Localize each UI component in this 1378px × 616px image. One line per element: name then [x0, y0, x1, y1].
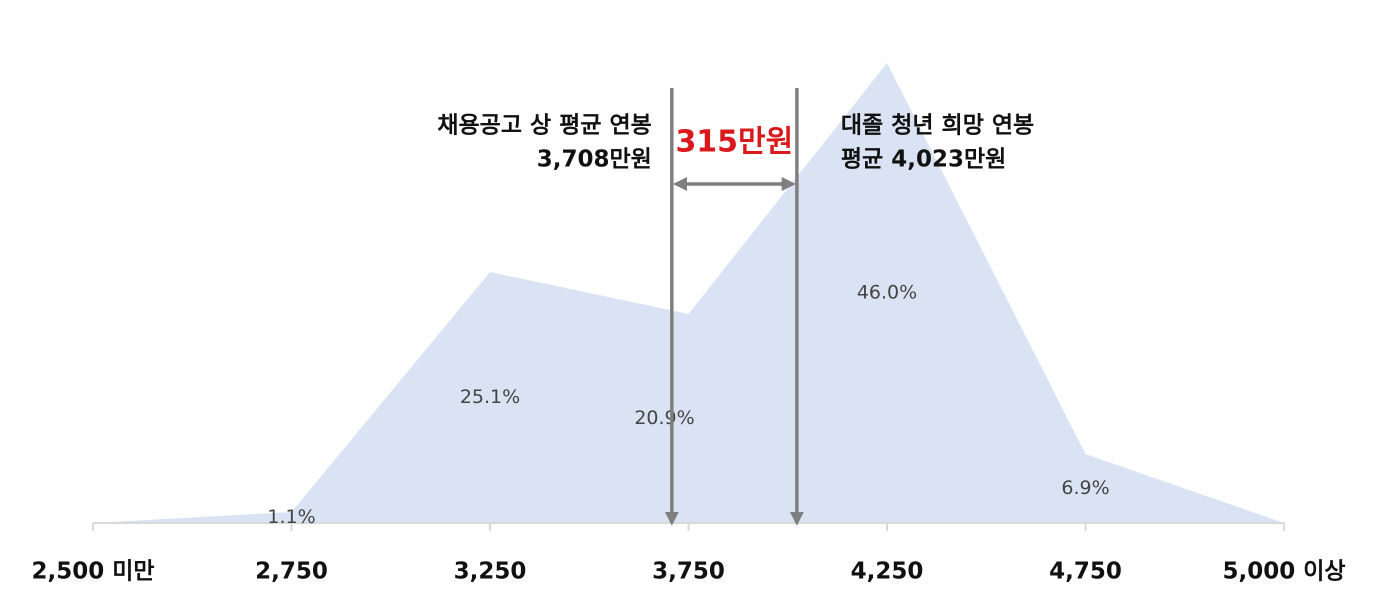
x-tick-label: 3,250	[454, 559, 527, 585]
value-label: 25.1%	[460, 386, 520, 408]
annotation-text: 3,708만원	[537, 147, 652, 173]
value-label: 46.0%	[857, 282, 917, 304]
area	[93, 63, 1284, 523]
annotation-text: 평균 4,023만원	[841, 147, 1006, 173]
gap-label: 315만원	[675, 125, 793, 160]
value-label: 20.9%	[634, 407, 694, 429]
x-tick-label: 2,500 미만	[31, 559, 154, 585]
annotation-text: 채용공고 상 평균 연봉	[437, 113, 651, 139]
value-label: 1.1%	[267, 506, 315, 528]
x-tick-label: 4,250	[851, 559, 924, 585]
x-tick-label: 4,750	[1049, 559, 1122, 585]
annotation-text: 대졸 청년 희망 연봉	[841, 113, 1034, 139]
value-label: 6.9%	[1061, 477, 1109, 499]
x-tick-label: 2,750	[255, 559, 328, 585]
x-tick-label: 5,000 이상	[1222, 559, 1345, 585]
x-tick-label: 3,750	[652, 559, 725, 585]
